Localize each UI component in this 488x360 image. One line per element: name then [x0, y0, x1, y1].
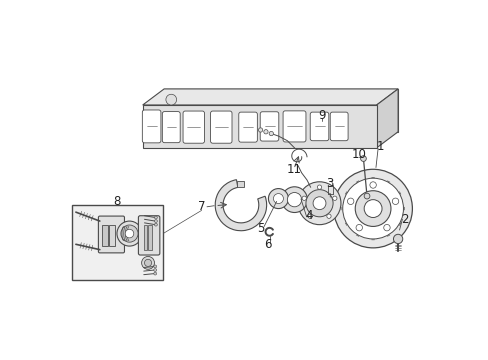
Circle shape [268, 189, 288, 208]
FancyBboxPatch shape [210, 111, 231, 143]
Circle shape [364, 193, 369, 199]
FancyBboxPatch shape [309, 112, 328, 141]
FancyBboxPatch shape [283, 111, 305, 142]
Circle shape [298, 182, 340, 225]
Text: 10: 10 [351, 148, 366, 162]
Circle shape [154, 223, 157, 226]
Circle shape [369, 182, 376, 188]
Text: 3: 3 [326, 177, 333, 190]
Bar [148, 225, 151, 249]
Circle shape [326, 214, 330, 219]
Circle shape [347, 198, 353, 204]
Circle shape [369, 203, 374, 207]
Circle shape [317, 185, 321, 189]
Polygon shape [142, 89, 397, 105]
Text: 9: 9 [318, 109, 325, 122]
Circle shape [153, 272, 156, 275]
FancyBboxPatch shape [237, 181, 244, 187]
Circle shape [142, 256, 154, 269]
Circle shape [144, 259, 151, 266]
Circle shape [355, 224, 362, 231]
FancyBboxPatch shape [98, 216, 124, 253]
Circle shape [281, 187, 307, 212]
FancyBboxPatch shape [260, 112, 278, 141]
Circle shape [360, 156, 366, 161]
Circle shape [342, 178, 403, 239]
Circle shape [383, 224, 389, 231]
FancyBboxPatch shape [138, 216, 160, 255]
Circle shape [258, 128, 262, 132]
Polygon shape [142, 105, 376, 148]
Text: 8: 8 [113, 195, 121, 208]
Circle shape [263, 130, 267, 134]
Text: 11: 11 [286, 163, 302, 176]
Circle shape [154, 220, 157, 222]
Text: 7: 7 [198, 200, 205, 213]
FancyBboxPatch shape [142, 110, 161, 143]
FancyBboxPatch shape [329, 112, 347, 141]
Circle shape [268, 131, 273, 136]
Text: 2: 2 [401, 213, 408, 226]
Circle shape [121, 225, 138, 242]
Text: 6: 6 [264, 238, 271, 251]
FancyBboxPatch shape [238, 112, 257, 142]
Circle shape [165, 94, 176, 105]
Circle shape [125, 229, 134, 238]
Bar [102, 225, 108, 246]
FancyBboxPatch shape [183, 111, 204, 143]
Circle shape [391, 198, 398, 204]
Text: 4: 4 [305, 209, 312, 222]
Wedge shape [215, 180, 266, 231]
Circle shape [153, 269, 156, 271]
Bar [143, 225, 147, 249]
Circle shape [312, 197, 325, 210]
Circle shape [333, 169, 411, 248]
Text: 5: 5 [256, 222, 264, 235]
Circle shape [154, 216, 157, 219]
Circle shape [332, 196, 336, 201]
Text: 1: 1 [376, 140, 383, 153]
Circle shape [354, 191, 390, 226]
Circle shape [117, 221, 142, 246]
Circle shape [307, 214, 311, 219]
Circle shape [302, 196, 306, 201]
FancyBboxPatch shape [162, 112, 180, 143]
Circle shape [273, 194, 283, 203]
Circle shape [364, 200, 381, 217]
Bar [72, 205, 163, 280]
Polygon shape [164, 89, 397, 132]
Circle shape [287, 193, 301, 207]
Circle shape [305, 190, 332, 217]
Bar [108, 225, 115, 246]
Circle shape [393, 234, 402, 244]
Circle shape [153, 265, 156, 268]
Polygon shape [376, 89, 397, 148]
